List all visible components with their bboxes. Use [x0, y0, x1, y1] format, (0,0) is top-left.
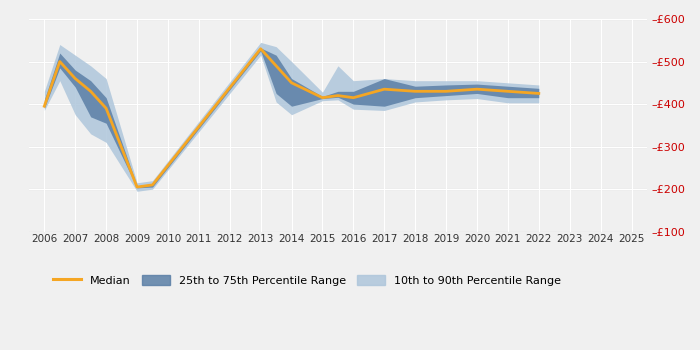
Legend: Median, 25th to 75th Percentile Range, 10th to 90th Percentile Range: Median, 25th to 75th Percentile Range, 1…: [49, 270, 565, 290]
